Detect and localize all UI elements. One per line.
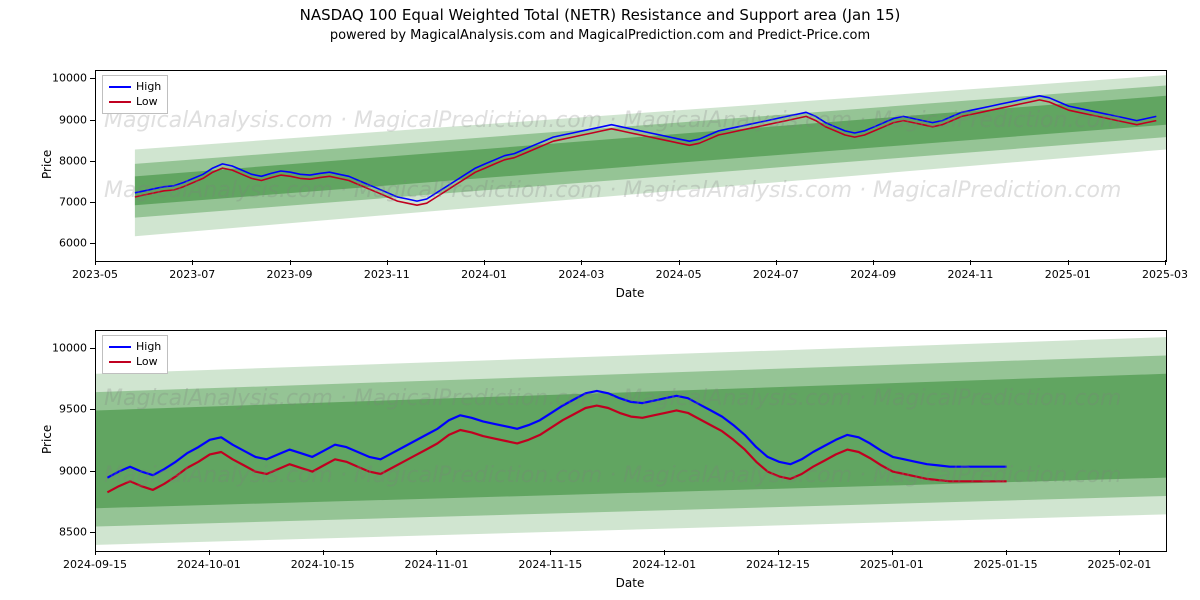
- y-tick: [90, 202, 95, 203]
- plot-svg: [96, 331, 1166, 551]
- x-tick: [892, 550, 893, 555]
- x-tick: [873, 260, 874, 265]
- x-tick-label: 2024-07: [753, 268, 799, 281]
- legend-label: Low: [136, 94, 158, 109]
- legend: HighLow: [102, 335, 168, 374]
- x-tick: [209, 550, 210, 555]
- x-tick: [484, 260, 485, 265]
- x-tick-label: 2024-11-15: [518, 558, 582, 571]
- x-tick-label: 2024-09: [850, 268, 896, 281]
- x-tick-label: 2025-01: [1045, 268, 1091, 281]
- y-axis-label: Price: [40, 425, 54, 454]
- chart-bottom: MagicalAnalysis.com · MagicalPrediction.…: [95, 330, 1167, 552]
- x-tick: [95, 260, 96, 265]
- y-tick: [90, 161, 95, 162]
- y-tick: [90, 348, 95, 349]
- x-tick: [664, 550, 665, 555]
- x-tick: [776, 260, 777, 265]
- legend-swatch: [109, 361, 131, 363]
- y-tick-label: 10000: [45, 342, 87, 355]
- legend-swatch: [109, 101, 131, 103]
- x-tick-label: 2024-12-01: [632, 558, 696, 571]
- chart-top: MagicalAnalysis.com · MagicalPrediction.…: [95, 70, 1167, 262]
- legend-item: Low: [109, 354, 161, 369]
- legend-item: High: [109, 339, 161, 354]
- x-tick-label: 2024-11-01: [405, 558, 469, 571]
- x-tick-label: 2024-10-01: [177, 558, 241, 571]
- page-title: NASDAQ 100 Equal Weighted Total (NETR) R…: [0, 6, 1200, 24]
- x-tick-label: 2025-01-01: [860, 558, 924, 571]
- legend-label: High: [136, 79, 161, 94]
- x-tick: [970, 260, 971, 265]
- y-tick-label: 7000: [45, 196, 87, 209]
- x-tick-label: 2024-03: [558, 268, 604, 281]
- legend-item: High: [109, 79, 161, 94]
- x-axis-label: Date: [95, 576, 1165, 590]
- x-tick: [581, 260, 582, 265]
- x-tick-label: 2024-12-15: [746, 558, 810, 571]
- y-tick: [90, 120, 95, 121]
- x-tick-label: 2024-09-15: [63, 558, 127, 571]
- x-tick: [1068, 260, 1069, 265]
- x-tick-label: 2024-10-15: [291, 558, 355, 571]
- y-tick-label: 10000: [45, 72, 87, 85]
- legend-swatch: [109, 86, 131, 88]
- legend-swatch: [109, 346, 131, 348]
- x-axis-label: Date: [95, 286, 1165, 300]
- y-tick: [90, 409, 95, 410]
- x-tick: [1165, 260, 1166, 265]
- x-tick-label: 2024-05: [656, 268, 702, 281]
- legend-label: Low: [136, 354, 158, 369]
- legend: HighLow: [102, 75, 168, 114]
- x-tick: [679, 260, 680, 265]
- x-tick-label: 2024-11: [947, 268, 993, 281]
- legend-label: High: [136, 339, 161, 354]
- x-tick-label: 2023-11: [364, 268, 410, 281]
- y-tick: [90, 243, 95, 244]
- x-tick-label: 2025-03: [1142, 268, 1188, 281]
- x-tick: [95, 550, 96, 555]
- y-tick: [90, 78, 95, 79]
- legend-item: Low: [109, 94, 161, 109]
- x-tick: [290, 260, 291, 265]
- x-tick-label: 2023-07: [169, 268, 215, 281]
- x-tick-label: 2023-05: [72, 268, 118, 281]
- y-tick-label: 9000: [45, 113, 87, 126]
- plot-svg: [96, 71, 1166, 261]
- y-tick: [90, 532, 95, 533]
- x-tick: [323, 550, 324, 555]
- x-tick-label: 2024-01: [461, 268, 507, 281]
- x-tick-label: 2025-01-15: [974, 558, 1038, 571]
- page-subtitle: powered by MagicalAnalysis.com and Magic…: [0, 28, 1200, 43]
- x-tick: [387, 260, 388, 265]
- y-tick-label: 8500: [45, 525, 87, 538]
- x-tick-label: 2023-09: [267, 268, 313, 281]
- x-tick: [778, 550, 779, 555]
- x-tick: [192, 260, 193, 265]
- y-tick-label: 9000: [45, 464, 87, 477]
- x-tick: [1006, 550, 1007, 555]
- x-tick: [550, 550, 551, 555]
- y-tick-label: 6000: [45, 237, 87, 250]
- x-tick-label: 2025-02-01: [1087, 558, 1151, 571]
- y-tick-label: 8000: [45, 154, 87, 167]
- y-tick: [90, 471, 95, 472]
- x-tick: [1119, 550, 1120, 555]
- x-tick: [436, 550, 437, 555]
- y-tick-label: 9500: [45, 403, 87, 416]
